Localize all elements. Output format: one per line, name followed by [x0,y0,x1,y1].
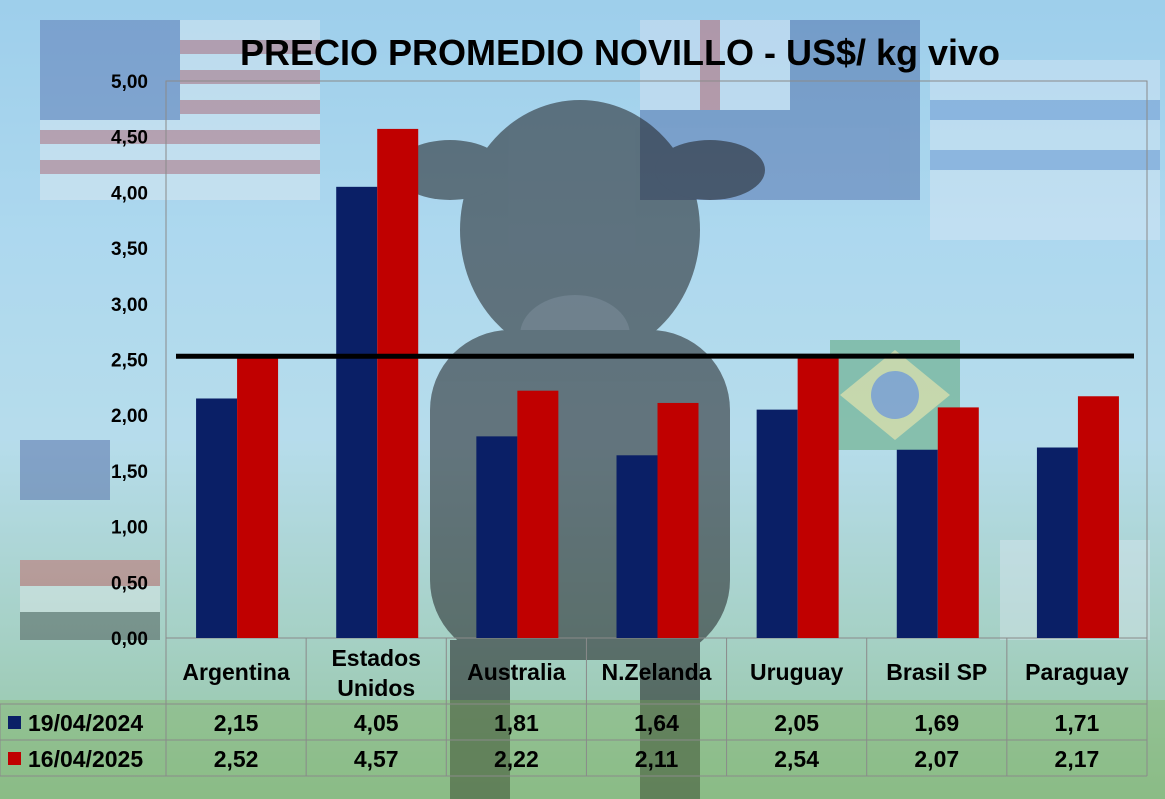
x-tick-label: Unidos [337,675,415,701]
bar-series2 [237,357,279,638]
bars-group [196,128,1119,639]
x-tick-label: Australia [467,659,566,685]
data-label: 2,52 [214,746,259,772]
x-tick-label: Paraguay [1025,659,1129,685]
data-label: 4,57 [354,746,399,772]
bar-series2 [937,407,979,638]
bar-series1 [336,186,378,638]
data-label: 2,22 [494,746,539,772]
y-tick-label: 3,00 [111,295,148,316]
bar-series2 [377,128,419,639]
data-label: 2,11 [635,746,679,772]
y-tick-label: 5,00 [111,72,148,93]
data-label: 4,05 [354,710,399,736]
x-tick-label: Uruguay [750,659,844,685]
y-axis: 0,00 0,50 1,00 1,50 2,00 2,50 3,00 3,50 4,00 4,50… [111,72,148,650]
data-label: 2,05 [774,710,819,736]
data-label: 2,07 [914,746,959,772]
y-tick-label: 0,00 [111,629,148,650]
data-label: 1,69 [914,710,959,736]
data-label: 1,81 [494,710,539,736]
bar-series1 [196,398,238,638]
x-tick-label: Argentina [182,659,290,685]
x-tick-label: Estados [331,645,420,671]
legend-swatch [8,752,21,765]
y-tick-label: 0,50 [111,573,148,594]
x-tick-label: Brasil SP [886,659,987,685]
x-tick-label: N.Zelanda [602,659,712,685]
data-label: 1,71 [1055,710,1100,736]
y-tick-label: 3,50 [111,239,148,260]
bar-series2 [657,402,699,638]
y-tick-label: 1,50 [111,462,148,483]
data-label: 2,17 [1055,746,1100,772]
y-tick-label: 4,00 [111,183,148,204]
y-tick-label: 4,50 [111,128,148,149]
data-label: 2,54 [774,746,819,772]
bar-series2 [517,390,559,638]
chart-title: PRECIO PROMEDIO NOVILLO - US$/ kg vivo [240,32,1000,73]
bar-series2 [1077,396,1119,638]
y-tick-label: 2,50 [111,351,148,372]
bar-series1 [1036,447,1078,638]
legend-label: 16/04/2025 [28,746,143,772]
y-tick-label: 1,00 [111,518,148,539]
data-table: Argentina Estados Unidos Australia N.Zelanda… [0,638,1148,777]
bar-series1 [896,449,938,638]
data-label: 2,15 [214,710,259,736]
y-tick-label: 2,00 [111,406,148,427]
bar-series1 [616,455,658,638]
legend-swatch [8,716,21,729]
bar-series2 [797,355,839,638]
bar-series1 [756,409,798,638]
bar-series1 [476,436,518,638]
legend-label: 19/04/2024 [28,710,143,736]
data-label: 1,64 [634,710,679,736]
